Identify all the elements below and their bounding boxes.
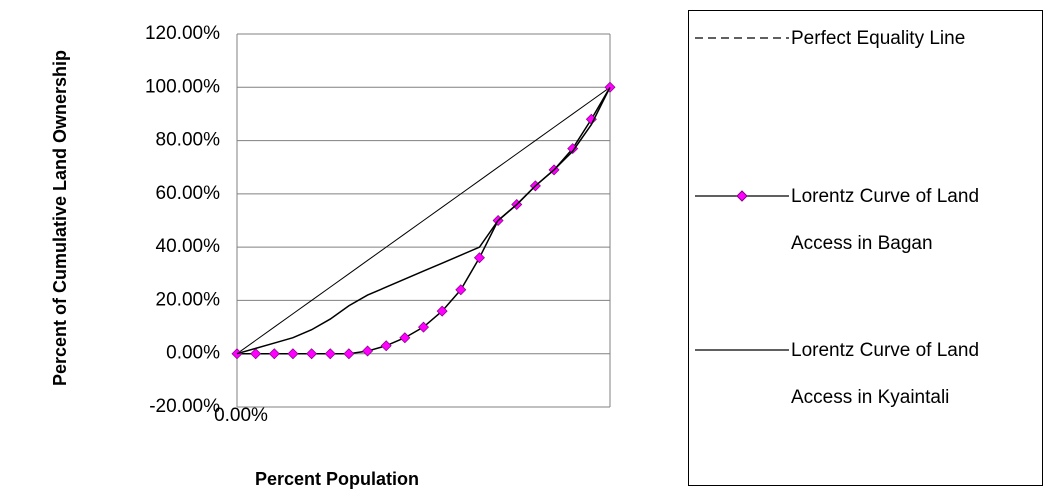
data-point — [418, 321, 429, 333]
data-point — [436, 305, 448, 317]
data-point — [380, 340, 392, 352]
legend: Perfect Equality Line Lorentz Curve of La… — [688, 10, 1043, 486]
data-point — [324, 348, 336, 360]
legend-swatch — [695, 190, 789, 202]
data-point — [455, 284, 467, 296]
legend-label: Lorentz Curve of Land Access in Bagan — [791, 186, 980, 254]
y-tick-label: 20.00% — [156, 289, 221, 310]
data-point — [250, 348, 262, 360]
data-point — [268, 348, 280, 360]
series-line — [236, 86, 611, 355]
data-point — [604, 81, 616, 93]
y-tick-label: 80.00% — [156, 130, 221, 151]
x-tick-label: 0.00% — [214, 405, 268, 426]
y-tick-label: 120.00% — [145, 23, 220, 44]
legend-marker — [736, 190, 748, 202]
y-axis-title: Percent of Cumulative Land Ownership — [50, 49, 70, 387]
y-tick-label: 100.00% — [145, 76, 220, 97]
data-point — [306, 348, 318, 360]
x-axis-title: Percent Population — [255, 469, 419, 489]
data-point — [473, 252, 485, 264]
legend-label: Perfect Equality Line — [791, 28, 966, 49]
legend-swatch — [695, 349, 789, 351]
y-tick-label: 0.00% — [166, 343, 220, 364]
legend-entry: Lorentz Curve of Land Access in Bagan — [689, 173, 987, 267]
data-point — [362, 345, 374, 357]
y-tick-label: -20.00% — [149, 396, 220, 417]
data-point — [343, 348, 355, 360]
legend-swatch — [695, 37, 789, 39]
y-tick-label: 60.00% — [156, 183, 221, 204]
series-line — [236, 86, 611, 355]
legend-entry: Perfect Equality Line — [689, 15, 987, 62]
data-point — [399, 332, 411, 344]
data-point — [287, 348, 299, 360]
y-tick-label: 40.00% — [156, 236, 221, 257]
legend-entry: Lorentz Curve of Land Access in Kyaintal… — [689, 327, 987, 421]
legend-label: Lorentz Curve of Land Access in Kyaintal… — [791, 340, 980, 408]
